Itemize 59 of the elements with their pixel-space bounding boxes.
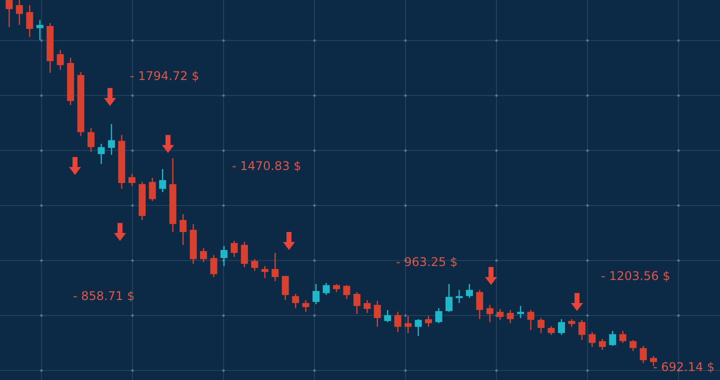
candlestick (282, 275, 289, 301)
candlestick (558, 318, 565, 336)
candlestick (261, 265, 268, 279)
candlestick (650, 356, 658, 367)
candlestick (538, 317, 545, 334)
candlestick (578, 319, 586, 341)
candlestick (240, 241, 248, 268)
candlestick (88, 128, 95, 152)
candlestick (425, 315, 432, 328)
candlestick (394, 311, 402, 333)
candlestick (445, 283, 452, 312)
candlestick (364, 300, 371, 314)
annotation: - 963.25 $ (396, 255, 458, 270)
candlestick (476, 289, 484, 320)
candlestick (230, 240, 238, 258)
candlestick (302, 300, 310, 312)
candlestick (353, 291, 360, 315)
candlestick (435, 308, 442, 324)
candlestick (148, 177, 156, 202)
candlestick (108, 123, 115, 156)
annotation: - 692.14 $ (653, 360, 715, 374)
candlestick (456, 289, 463, 304)
candlestick (486, 304, 494, 323)
candlestick (322, 282, 330, 296)
candlestick (384, 309, 392, 323)
candlestick (496, 308, 504, 320)
annotation: - 1794.72 $ (130, 69, 200, 84)
candlestick (609, 330, 616, 346)
candlestick (56, 50, 64, 71)
candlestick (404, 315, 412, 334)
candlestick (506, 309, 514, 324)
candlestick (374, 300, 381, 328)
candlestick (251, 258, 258, 272)
candlestick (640, 345, 647, 364)
candlestick (16, 0, 23, 26)
candlestick (619, 330, 626, 344)
candlestick (630, 339, 637, 352)
candlestick (98, 143, 105, 165)
candlestick (200, 248, 208, 263)
candlestick (159, 168, 166, 193)
candlestick (517, 305, 524, 319)
candlestick (292, 293, 300, 309)
annotation: - 1203.56 $ (601, 269, 670, 284)
annotation: - 1470.83 $ (232, 159, 302, 174)
candlestick (128, 173, 136, 187)
candlestick (598, 338, 606, 350)
candlestick (343, 284, 350, 300)
candlestick (588, 331, 596, 348)
annotation: - 858.71 $ (73, 289, 135, 304)
candlestick (414, 318, 422, 337)
candlestick (466, 283, 473, 299)
candlestick (210, 254, 218, 278)
candlestick (527, 309, 534, 331)
candlestick (36, 20, 44, 40)
candlestick (26, 4, 34, 38)
candlestick (312, 283, 320, 305)
candlestick (180, 214, 187, 246)
candlestick (6, 0, 13, 28)
candlestick (272, 252, 279, 282)
